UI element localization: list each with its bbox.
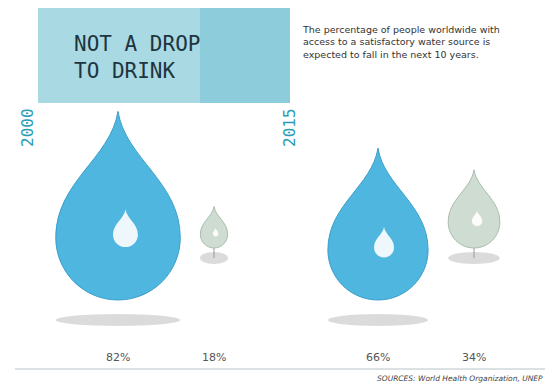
svg-text:SOURCES: World Health Organiza: SOURCES: World Health Organization, UNEP xyxy=(377,374,543,383)
svg-text:NOT A DROPTO DRINK: NOT A DROPTO DRINK xyxy=(74,32,200,83)
svg-text:18%: 18% xyxy=(202,351,226,364)
svg-text:2015: 2015 xyxy=(280,108,299,147)
svg-text:2000: 2000 xyxy=(18,108,37,147)
svg-text:34%: 34% xyxy=(462,351,486,364)
svg-text:66%: 66% xyxy=(366,351,390,364)
svg-text:The percentage of people world: The percentage of people worldwide witha… xyxy=(302,24,500,60)
svg-text:82%: 82% xyxy=(106,351,130,364)
